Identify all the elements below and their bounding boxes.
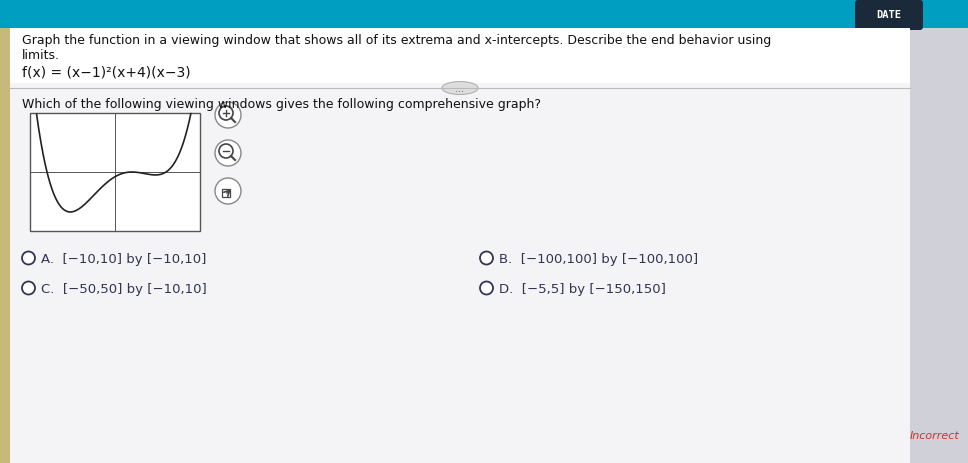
FancyBboxPatch shape (0, 0, 968, 29)
Ellipse shape (442, 82, 478, 95)
Circle shape (22, 282, 35, 295)
Circle shape (22, 252, 35, 265)
Text: C.  [−50,50] by [−10,10]: C. [−50,50] by [−10,10] (41, 282, 207, 295)
FancyBboxPatch shape (0, 29, 10, 463)
Text: Graph the function in a viewing window that shows all of its extrema and x-inter: Graph the function in a viewing window t… (22, 34, 771, 47)
Circle shape (480, 282, 493, 295)
Text: Which of the following viewing windows gives the following comprehensive graph?: Which of the following viewing windows g… (22, 98, 541, 111)
Circle shape (215, 179, 241, 205)
FancyBboxPatch shape (10, 29, 910, 463)
Text: f(x) = (x−1)²(x+4)(x−3): f(x) = (x−1)²(x+4)(x−3) (22, 66, 191, 80)
Text: D.  [−5,5] by [−150,150]: D. [−5,5] by [−150,150] (499, 282, 666, 295)
Text: limits.: limits. (22, 49, 60, 62)
FancyBboxPatch shape (855, 1, 923, 31)
FancyBboxPatch shape (30, 114, 200, 232)
Circle shape (480, 252, 493, 265)
Circle shape (215, 103, 241, 129)
Text: ...: ... (456, 84, 465, 94)
FancyBboxPatch shape (910, 29, 968, 463)
Text: Incorrect: Incorrect (910, 430, 960, 440)
Text: DATE: DATE (876, 10, 901, 20)
Text: A.  [−10,10] by [−10,10]: A. [−10,10] by [−10,10] (41, 252, 206, 265)
FancyBboxPatch shape (10, 29, 910, 84)
Text: B.  [−100,100] by [−100,100]: B. [−100,100] by [−100,100] (499, 252, 698, 265)
Circle shape (215, 141, 241, 167)
